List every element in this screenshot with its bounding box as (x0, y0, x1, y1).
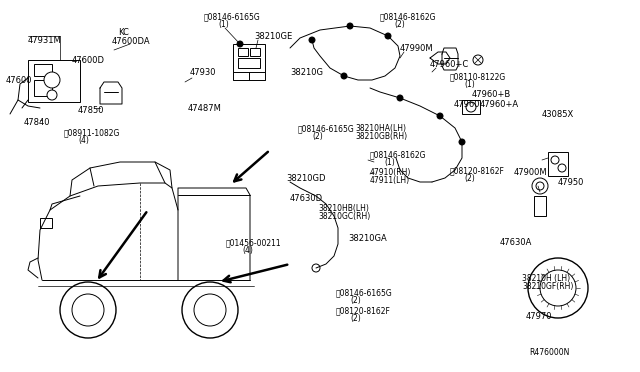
Text: 38210GB(RH): 38210GB(RH) (355, 132, 407, 141)
Text: 47990M: 47990M (400, 44, 434, 53)
Bar (233, 44, 265, 72)
Text: Ⓑ08146-8162G: Ⓑ08146-8162G (370, 150, 426, 159)
Text: 47900M: 47900M (514, 168, 548, 177)
Text: 47910(RH): 47910(RH) (370, 168, 412, 177)
Circle shape (72, 294, 104, 326)
Text: KC: KC (118, 28, 129, 37)
Text: 47600D: 47600D (72, 56, 105, 65)
Circle shape (347, 23, 353, 29)
Text: Ⓑ08146-8162G: Ⓑ08146-8162G (380, 12, 436, 21)
Text: 47960+B: 47960+B (472, 90, 511, 99)
Text: 38210GE: 38210GE (254, 32, 292, 41)
Circle shape (540, 270, 576, 306)
Circle shape (47, 90, 57, 100)
Text: Ⓑ01456-00211: Ⓑ01456-00211 (226, 238, 282, 247)
Circle shape (60, 282, 116, 338)
Bar (28, 60, 80, 102)
Text: 47931M: 47931M (28, 36, 61, 45)
Text: 47950: 47950 (558, 178, 584, 187)
Text: 47960: 47960 (454, 100, 481, 109)
Text: Ⓑ08146-6165G: Ⓑ08146-6165G (204, 12, 260, 21)
Bar (40, 218, 52, 228)
Bar (250, 48, 260, 56)
Text: Ⓑ08146-6165G: Ⓑ08146-6165G (298, 124, 355, 133)
Text: 47930: 47930 (190, 68, 216, 77)
Text: (2): (2) (350, 296, 361, 305)
Text: 38210HB(LH): 38210HB(LH) (318, 204, 369, 213)
Bar (238, 58, 260, 68)
Bar (548, 152, 568, 176)
Circle shape (459, 139, 465, 145)
Text: 47487M: 47487M (188, 104, 222, 113)
Text: 47960+A: 47960+A (480, 100, 519, 109)
Bar (238, 48, 248, 56)
Text: 47630D: 47630D (290, 194, 323, 203)
Text: 43085X: 43085X (542, 110, 574, 119)
Text: (4): (4) (78, 136, 89, 145)
Circle shape (536, 182, 544, 190)
Text: (2): (2) (312, 132, 323, 141)
Text: 38210GC(RH): 38210GC(RH) (318, 212, 371, 221)
Text: R476000N: R476000N (530, 348, 570, 357)
Circle shape (385, 33, 391, 39)
Circle shape (397, 95, 403, 101)
Circle shape (473, 55, 483, 65)
Circle shape (312, 264, 320, 272)
Circle shape (532, 178, 548, 194)
Bar (34, 80, 52, 96)
Text: 38210HA(LH): 38210HA(LH) (355, 124, 406, 133)
Text: (1): (1) (218, 20, 228, 29)
Text: 38210GD: 38210GD (286, 174, 326, 183)
Circle shape (466, 102, 476, 112)
Text: 47970: 47970 (526, 312, 552, 321)
Circle shape (551, 156, 559, 164)
Text: Ⓑ08146-6165G: Ⓑ08146-6165G (336, 288, 393, 297)
Circle shape (558, 164, 566, 172)
Circle shape (309, 37, 315, 43)
Text: 38210H (LH): 38210H (LH) (522, 274, 570, 283)
Text: Ⓑ08120-8162F: Ⓑ08120-8162F (450, 166, 505, 175)
Text: (4): (4) (242, 246, 253, 255)
Bar (34, 64, 52, 76)
Circle shape (437, 113, 443, 119)
Text: Ⓑ08110-8122G: Ⓑ08110-8122G (450, 72, 506, 81)
Text: 47850: 47850 (78, 106, 104, 115)
Text: ⓝ08911-1082G: ⓝ08911-1082G (64, 128, 120, 137)
Text: (2): (2) (464, 174, 475, 183)
Text: 38210G: 38210G (290, 68, 323, 77)
Text: 47630A: 47630A (500, 238, 532, 247)
Text: (1): (1) (384, 158, 395, 167)
Bar (462, 100, 480, 114)
Text: (1): (1) (464, 80, 475, 89)
Bar (534, 196, 546, 216)
Text: 47840: 47840 (24, 118, 51, 127)
Circle shape (44, 72, 60, 88)
Text: 38210GA: 38210GA (348, 234, 387, 243)
Text: 47911(LH): 47911(LH) (370, 176, 410, 185)
Text: 47600DA: 47600DA (112, 37, 150, 46)
Circle shape (528, 258, 588, 318)
Text: 47600: 47600 (6, 76, 33, 85)
Text: (2): (2) (350, 314, 361, 323)
Text: (2): (2) (394, 20, 404, 29)
Text: 38210GF(RH): 38210GF(RH) (522, 282, 573, 291)
Text: Ⓑ08120-8162F: Ⓑ08120-8162F (336, 306, 391, 315)
Circle shape (341, 73, 347, 79)
Circle shape (182, 282, 238, 338)
Circle shape (194, 294, 226, 326)
Text: 47960+C: 47960+C (430, 60, 469, 69)
Circle shape (237, 41, 243, 47)
